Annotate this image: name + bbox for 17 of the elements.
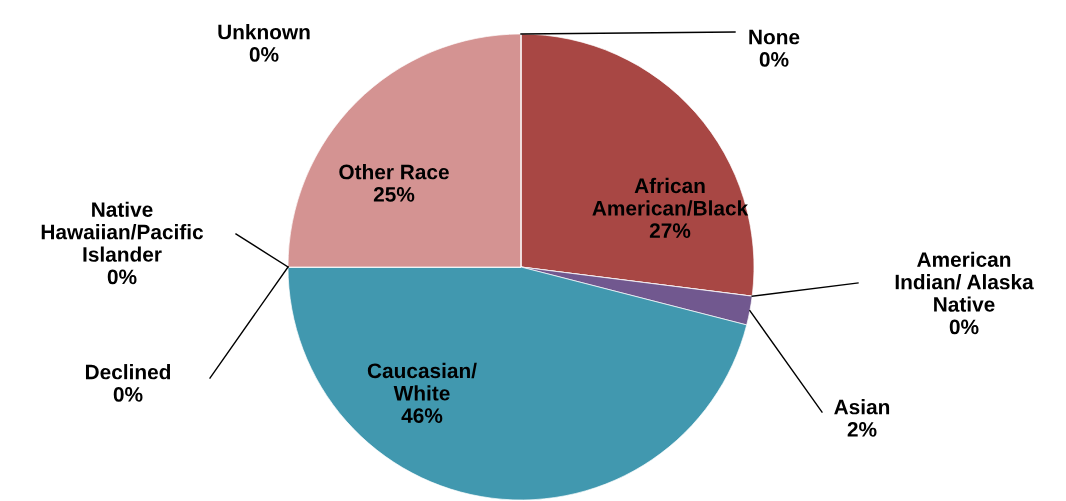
category-label: American Indian/ Alaska Native	[895, 251, 1034, 312]
category-label: Unknown	[218, 24, 310, 40]
slice-label: Other Race	[339, 164, 449, 180]
text: 0%	[759, 52, 789, 67]
category-label: Native Hawaiian/Pacific Islander	[41, 201, 204, 262]
data-label: 25%	[373, 187, 415, 202]
data-label: 46%	[401, 408, 443, 424]
slice-label: Caucasian/ White	[367, 362, 477, 401]
data-label: 27%	[649, 223, 691, 238]
text: 0%	[107, 269, 137, 285]
text: 0%	[113, 387, 143, 402]
slice-label: Asian	[834, 399, 890, 415]
category-label: None	[749, 29, 800, 45]
data-label: 2%	[847, 422, 877, 437]
text: 0%	[249, 47, 279, 62]
text: 0%	[949, 319, 979, 335]
category-label: Declined	[85, 364, 171, 380]
